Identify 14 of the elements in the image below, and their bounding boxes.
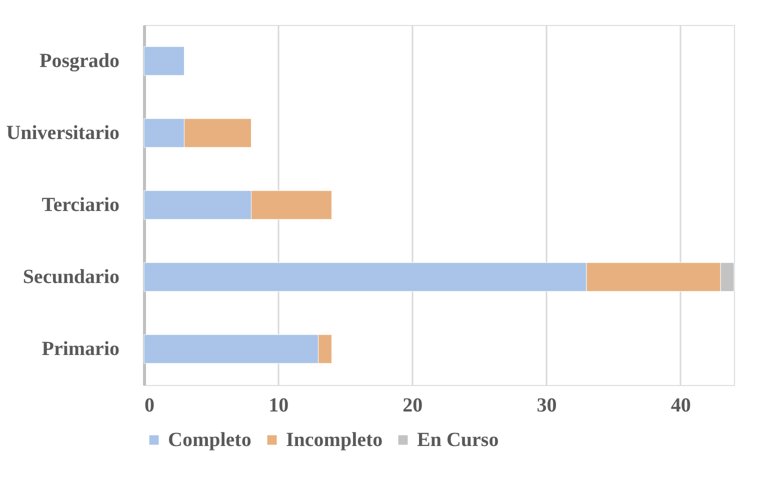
y-tick-label: Terciario <box>42 194 120 216</box>
y-tick-label: Posgrado <box>40 50 120 72</box>
x-tick-label: 0 <box>144 394 154 416</box>
x-tick-label: 10 <box>268 394 289 416</box>
x-tick-label: 30 <box>536 394 557 416</box>
bar <box>144 46 184 76</box>
legend-label: Incompleto <box>286 429 383 451</box>
x-tick-label: 40 <box>670 394 691 416</box>
legend-label: Completo <box>168 429 252 451</box>
x-tick-label: 20 <box>402 394 423 416</box>
y-tick-label: Universitario <box>6 122 120 144</box>
y-tick-label: Secundario <box>22 266 120 288</box>
legend-label: En Curso <box>417 429 499 451</box>
y-tick-label: Primario <box>42 338 120 360</box>
